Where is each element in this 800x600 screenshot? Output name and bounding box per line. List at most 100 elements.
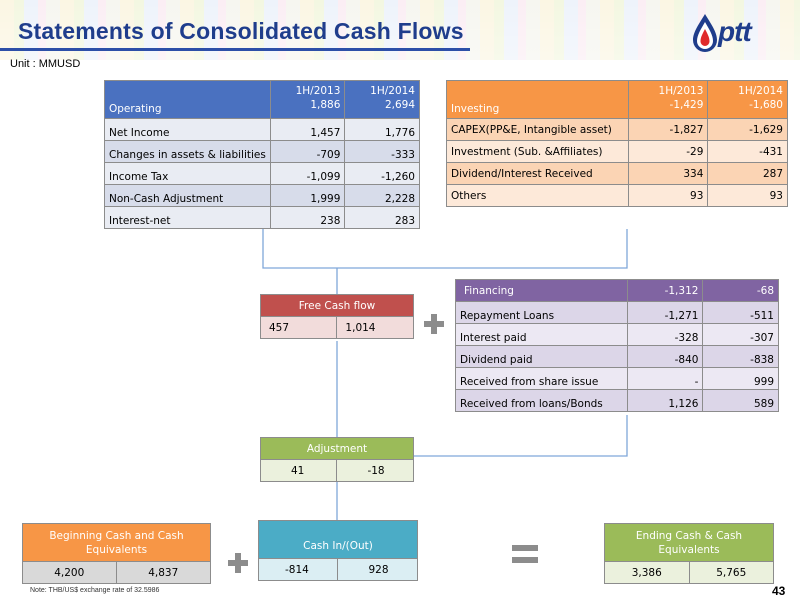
row-label: Received from share issue — [455, 367, 628, 390]
row-label: Others — [446, 184, 629, 207]
table-row: Received from loans/Bonds 1,126 589 — [455, 389, 779, 412]
equals-bar-bottom — [512, 557, 538, 563]
table-row: 41 -18 — [259, 459, 414, 482]
value-2013: 41 — [259, 459, 338, 482]
row-value-2014: -1,629 — [707, 118, 788, 141]
row-label: Income Tax — [104, 162, 271, 185]
exchange-rate-note: Note: THB/US$ exchange rate of 32.5986 — [30, 587, 160, 594]
row-value-2013: -328 — [626, 323, 704, 346]
ending-cash-title: Ending Cash & Cash Equivalents — [604, 523, 774, 562]
table-row: Dividend paid -840 -838 — [455, 345, 779, 368]
free-cash-flow-title: Free Cash flow — [260, 294, 414, 317]
row-value-2014: 1,776 — [344, 118, 420, 141]
col2-period: 1H/2014 — [370, 85, 415, 97]
operating-title: Operating — [104, 80, 271, 119]
table-header: Investing 1H/2013 -1,429 1H/2014 -1,680 — [446, 80, 788, 119]
row-value-2013: -840 — [626, 345, 704, 368]
row-label: CAPEX(PP&E, Intangible asset) — [446, 118, 629, 141]
table-row: Net Income 1,457 1,776 — [104, 118, 420, 141]
value-2014: 928 — [337, 558, 418, 581]
table-row: Investment (Sub. &Affiliates) -29 -431 — [446, 140, 788, 163]
adjustment-title: Adjustment — [260, 437, 414, 460]
col2-total: 2,694 — [384, 99, 415, 111]
row-value-2013: 1,999 — [269, 184, 346, 207]
cash-in-out-table: Cash In/(Out) -814 928 — [257, 520, 418, 581]
row-label: Dividend/Interest Received — [446, 162, 629, 185]
row-value-2014: 2,228 — [344, 184, 420, 207]
row-label: Non-Cash Adjustment — [104, 184, 271, 207]
row-value-2014: -431 — [707, 140, 788, 163]
page-number: 43 — [772, 584, 786, 598]
row-value-2013: 1,126 — [626, 389, 704, 412]
table-row: CAPEX(PP&E, Intangible asset) -1,827 -1,62… — [446, 118, 788, 141]
equals-icon — [512, 545, 538, 563]
table-row: Interest-net 238 283 — [104, 206, 420, 229]
row-label: Dividend paid — [455, 345, 628, 368]
table-header: Cash In/(Out) — [258, 520, 418, 559]
col1-period: 1H/2013 — [658, 85, 704, 97]
operating-table: Operating 1H/2013 1,886 1H/2014 2,694 Net … — [104, 80, 420, 229]
equals-bar-top — [512, 545, 538, 551]
row-label: Interest-net — [104, 206, 271, 229]
value-2014: 1,014 — [336, 316, 414, 339]
row-value-2014: 287 — [707, 162, 788, 185]
col2-period: 1H/2014 — [738, 85, 783, 97]
table-header: Beginning Cash and Cash Equivalents — [22, 523, 211, 562]
row-value-2013: -29 — [627, 140, 709, 163]
row-label: Net Income — [104, 118, 271, 141]
row-value-2013: 238 — [269, 206, 346, 229]
page-title: Statements of Consolidated Cash Flows — [18, 18, 464, 44]
row-value-2014: 999 — [702, 367, 779, 390]
col2-total: -1,680 — [749, 99, 783, 111]
value-2013: 457 — [259, 316, 338, 339]
value-2013: 3,386 — [604, 561, 690, 584]
financing-total-2014: -68 — [702, 279, 779, 302]
plus-icon — [228, 553, 248, 573]
cash-in-out-title: Cash In/(Out) — [258, 520, 418, 559]
value-2013: -814 — [257, 558, 339, 581]
row-value-2014: -511 — [702, 301, 779, 324]
table-header: Operating 1H/2013 1,886 1H/2014 2,694 — [104, 80, 420, 119]
col1-total: 1,886 — [310, 99, 341, 111]
table-row: Others 93 93 — [446, 184, 788, 207]
ending-cash-table: Ending Cash & Cash Equivalents 3,386 5,76… — [604, 523, 774, 584]
col1-period: 1H/2013 — [295, 85, 341, 97]
row-label: Changes in assets & liabilities — [104, 140, 271, 163]
table-row: Dividend/Interest Received 334 287 — [446, 162, 788, 185]
logo-text: ptt — [718, 16, 752, 47]
row-value-2013: -1,827 — [627, 118, 709, 141]
value-2014: 4,837 — [115, 561, 211, 584]
row-value-2013: -1,099 — [269, 162, 346, 185]
row-value-2014: 93 — [707, 184, 788, 207]
ptt-logo-icon — [693, 14, 717, 52]
adjustment-table: Adjustment 41 -18 — [259, 437, 414, 482]
row-value-2013: -1,271 — [626, 301, 704, 324]
table-row: 3,386 5,765 — [604, 561, 774, 584]
investing-col1: 1H/2013 -1,429 — [627, 80, 709, 119]
investing-col2: 1H/2014 -1,680 — [707, 80, 788, 119]
unit-label: Unit : MMUSD — [10, 58, 81, 70]
row-value-2014: 589 — [702, 389, 779, 412]
free-cash-flow-table: Free Cash flow 457 1,014 — [259, 294, 414, 339]
row-label: Repayment Loans — [455, 301, 628, 324]
table-row: -814 928 — [257, 558, 418, 581]
value-2013: 4,200 — [22, 561, 117, 584]
financing-table: Financing -1,312 -68 Repayment Loans -1,2… — [455, 279, 779, 412]
value-2014: 5,765 — [688, 561, 774, 584]
row-value-2014: -333 — [344, 140, 420, 163]
financing-title: Financing — [455, 279, 628, 302]
beginning-cash-table: Beginning Cash and Cash Equivalents 4,20… — [22, 523, 211, 584]
table-row: Changes in assets & liabilities -709 -333 — [104, 140, 420, 163]
investing-title: Investing — [446, 80, 629, 119]
table-row: Income Tax -1,099 -1,260 — [104, 162, 420, 185]
value-2014: -18 — [336, 459, 414, 482]
ptt-logo: ptt — [690, 12, 790, 56]
title-underline — [0, 48, 470, 51]
row-value-2014: -307 — [702, 323, 779, 346]
row-value-2013: 93 — [627, 184, 709, 207]
operating-col2: 1H/2014 2,694 — [344, 80, 420, 119]
table-row: Non-Cash Adjustment 1,999 2,228 — [104, 184, 420, 207]
table-header: Ending Cash & Cash Equivalents — [604, 523, 774, 562]
row-value-2013: 1,457 — [269, 118, 346, 141]
col1-total: -1,429 — [669, 99, 704, 111]
